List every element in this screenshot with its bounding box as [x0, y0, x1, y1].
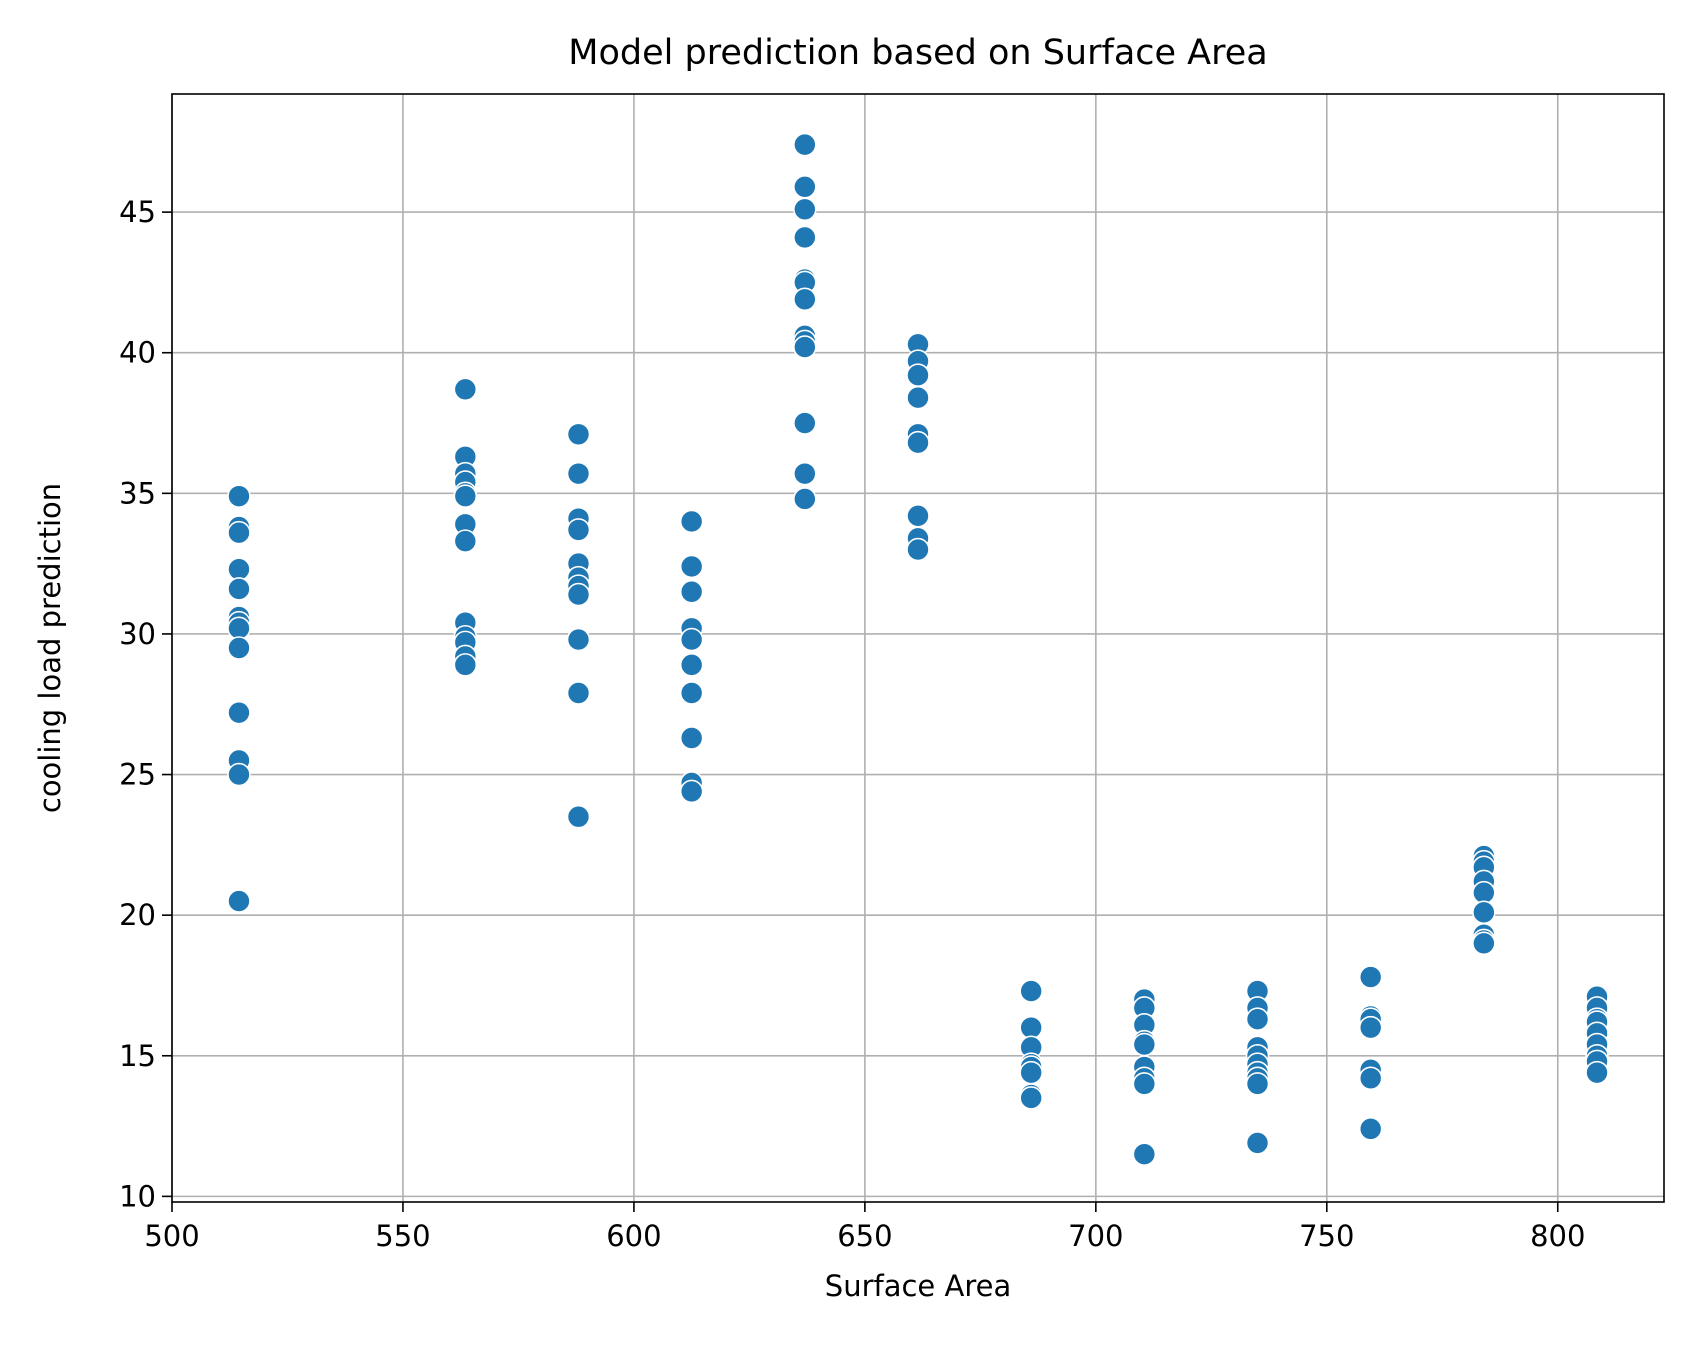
data-points [227, 132, 1609, 1166]
data-point [679, 579, 704, 604]
data-point [1358, 1066, 1383, 1091]
data-point [453, 653, 478, 677]
y-tick-label: 15 [119, 1039, 156, 1073]
data-point [1245, 1007, 1270, 1032]
data-point [227, 762, 251, 787]
data-point [566, 518, 591, 542]
x-tick-label: 600 [606, 1219, 661, 1253]
data-point [566, 804, 591, 829]
x-tick-label: 700 [1068, 1219, 1123, 1253]
data-point [1472, 880, 1496, 905]
data-point [679, 726, 704, 750]
data-point [793, 287, 817, 312]
data-point [793, 225, 817, 250]
data-point [1132, 1072, 1157, 1096]
y-tick-label: 35 [119, 476, 156, 510]
data-point [1245, 1072, 1270, 1096]
x-tick-label: 750 [1299, 1219, 1354, 1253]
data-point [227, 889, 251, 913]
data-point [679, 509, 704, 534]
data-point [566, 582, 591, 607]
x-tick-label: 500 [144, 1219, 199, 1253]
x-tick-label: 800 [1530, 1219, 1585, 1253]
x-tick-label: 550 [375, 1219, 430, 1253]
data-point [1019, 979, 1043, 1003]
chart-title: Model prediction based on Surface Area [568, 33, 1267, 73]
data-point [227, 484, 251, 508]
data-point [906, 385, 930, 410]
y-tick-label: 10 [119, 1179, 156, 1213]
data-point [906, 537, 930, 562]
x-axis-title: Surface Area [825, 1269, 1011, 1303]
data-point [227, 700, 251, 725]
data-point [793, 335, 817, 359]
data-point [1019, 1086, 1043, 1110]
data-point [906, 430, 930, 455]
data-point [793, 411, 817, 435]
y-tick-label: 25 [119, 758, 156, 792]
data-point [566, 681, 591, 705]
plot-frame [171, 93, 1665, 1203]
data-point [1472, 931, 1496, 956]
data-point [1019, 1015, 1043, 1040]
data-point [566, 461, 591, 486]
data-point [679, 627, 704, 652]
x-tick-label: 650 [837, 1219, 892, 1253]
y-axis-title: cooling load prediction [33, 483, 67, 813]
data-point [1132, 1142, 1157, 1166]
data-point [1585, 1060, 1609, 1085]
data-point [906, 363, 930, 388]
data-point [227, 520, 251, 545]
y-tick-label: 30 [119, 617, 156, 651]
y-tick-label: 20 [119, 898, 156, 932]
data-point [227, 616, 251, 641]
data-point [906, 504, 930, 528]
data-point [566, 627, 591, 652]
data-point [227, 577, 251, 601]
data-point [1132, 1032, 1157, 1057]
data-point [793, 132, 817, 157]
data-point [679, 554, 704, 579]
data-point [793, 487, 817, 511]
data-point [566, 422, 591, 447]
data-point [453, 529, 478, 553]
data-point [793, 461, 817, 486]
axis-ticks: 500 550 600 650 700 750 800 10 15 20 25 30 35 40 45 [119, 195, 1585, 1253]
y-tick-label: 40 [119, 336, 156, 370]
y-tick-label: 45 [119, 195, 156, 229]
data-point [793, 175, 817, 199]
data-point [227, 636, 251, 660]
data-point [679, 653, 704, 677]
data-point [1358, 965, 1383, 989]
data-point [1358, 1117, 1383, 1141]
data-point [793, 197, 817, 222]
data-point [453, 484, 478, 508]
data-point [1472, 900, 1496, 925]
data-point [679, 681, 704, 705]
data-point [227, 557, 251, 582]
data-point [1019, 1060, 1043, 1085]
data-point [1358, 1015, 1383, 1040]
data-point [1245, 1131, 1270, 1155]
data-point [453, 377, 478, 402]
data-point [679, 779, 704, 804]
